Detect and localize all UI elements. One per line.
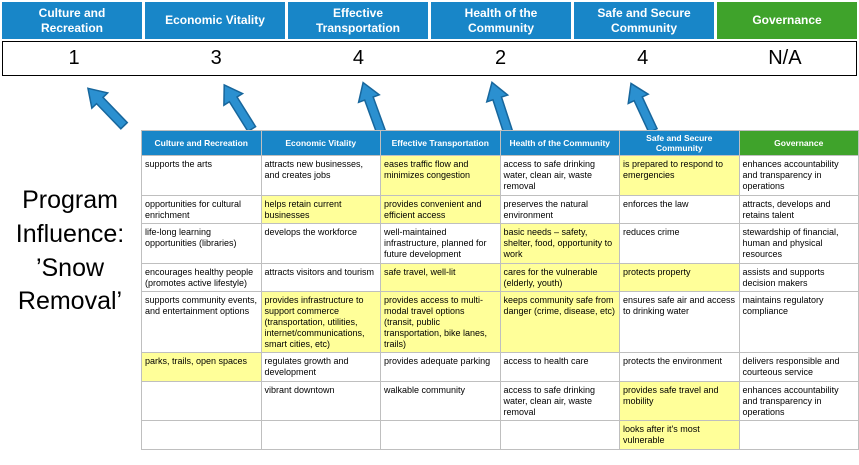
program-title-line: Influence: <box>15 219 125 248</box>
matrix-cell: looks after it's most vulnerable <box>620 421 740 450</box>
matrix-header-1: Economic Vitality <box>261 131 381 157</box>
matrix-cell: maintains regulatory compliance <box>739 292 859 354</box>
score-economic-vitality: 3 <box>210 47 222 69</box>
matrix-cell <box>500 421 620 450</box>
matrix-cell <box>381 421 501 450</box>
score-effective-transportation: 4 <box>352 47 364 69</box>
score-governance: N/A <box>768 47 802 69</box>
pillar-header-row: Culture and Recreation Economic Vitality… <box>2 2 857 39</box>
matrix-cell: keeps community safe from danger (crime,… <box>500 292 620 354</box>
matrix-cell <box>261 421 381 450</box>
matrix-cell: provides safe travel and mobility <box>620 381 740 422</box>
matrix-cell: well-maintained infrastructure, planned … <box>381 224 501 264</box>
matrix-cell: eases traffic flow and minimizes congest… <box>381 156 501 196</box>
matrix-cell: provides infrastructure to support comme… <box>261 292 381 354</box>
matrix-cell: provides convenient and efficient access <box>381 195 501 225</box>
matrix-cell: regulates growth and development <box>261 353 381 382</box>
pillar-header-governance: Governance <box>717 2 857 39</box>
matrix-cell: enhances accountability and transparency… <box>739 156 859 196</box>
matrix-cell: cares for the vulnerable (elderly, youth… <box>500 263 620 293</box>
matrix-cell: supports community events, and entertain… <box>142 292 262 354</box>
matrix-cell: assists and supports decision makers <box>739 263 859 293</box>
matrix-cell: develops the workforce <box>261 224 381 264</box>
influence-arrow-culture <box>86 87 129 130</box>
score-culture-and-recreation: 1 <box>68 47 80 69</box>
matrix-header-4: Safe and Secure Community <box>620 131 740 157</box>
score-health-of-the-community: 2 <box>495 47 507 69</box>
matrix-cell <box>142 381 262 422</box>
program-title-line: Program <box>22 186 118 214</box>
matrix-cell: access to safe drinking water, clean air… <box>500 156 620 196</box>
matrix-cell: vibrant downtown <box>261 381 381 422</box>
pillar-header-culture-and-recreation: Culture and Recreation <box>2 2 142 39</box>
pillar-header-safe-and-secure-community: Safe and Secure Community <box>574 2 714 39</box>
matrix-cell: preserves the natural environment <box>500 195 620 225</box>
matrix-cell: life-long learning opportunities (librar… <box>142 224 262 264</box>
matrix-cell <box>142 421 262 450</box>
matrix-cell: safe travel, well-lit <box>381 263 501 293</box>
matrix-cell: basic needs – safety, shelter, food, opp… <box>500 224 620 264</box>
matrix-cell: access to health care <box>500 353 620 382</box>
program-title: Program Influence: ’Snow Removal’ <box>0 184 140 319</box>
pillar-header-health-of-the-community: Health of the Community <box>431 2 571 39</box>
matrix-cell: walkable community <box>381 381 501 422</box>
matrix-cell: ensures safe air and access to drinking … <box>620 292 740 354</box>
matrix-cell: provides adequate parking <box>381 353 501 382</box>
program-title-line: ’Snow <box>35 253 105 282</box>
matrix-cell: attracts visitors and tourism <box>261 263 381 293</box>
matrix-cell: enforces the law <box>620 195 740 225</box>
score-safe-and-secure-community: 4 <box>637 47 649 69</box>
matrix-cell: encourages healthy people (promotes acti… <box>142 263 262 293</box>
arrow-layer <box>86 80 659 135</box>
pillar-header-effective-transportation: Effective Transportation <box>288 2 428 39</box>
influence-matrix: Culture and Recreation Economic Vitality E… <box>141 130 859 450</box>
matrix-header-5: Governance <box>739 131 859 157</box>
influence-arrow-transportation <box>357 81 387 134</box>
matrix-cell: attracts new businesses, and creates job… <box>261 156 381 196</box>
score-row: 1 3 4 2 4 N/A <box>2 41 857 76</box>
matrix-cell: protects the environment <box>620 353 740 382</box>
matrix-header-0: Culture and Recreation <box>142 131 262 157</box>
matrix-header-3: Health of the Community <box>500 131 620 157</box>
matrix-cell: supports the arts <box>142 156 262 196</box>
matrix-cell: parks, trails, open spaces <box>142 353 262 382</box>
matrix-cell: access to safe drinking water, clean air… <box>500 381 620 422</box>
influence-arrow-economic <box>223 83 257 133</box>
matrix-cell: delivers responsible and courteous servi… <box>739 353 859 382</box>
matrix-cell: enhances accountability and transparency… <box>739 381 859 422</box>
matrix-header-2: Effective Transportation <box>381 131 501 157</box>
matrix-cell: provides access to multi-modal travel op… <box>381 292 501 354</box>
matrix-cell <box>739 421 859 450</box>
program-title-line: Removal’ <box>17 287 123 316</box>
matrix-cell: protects property <box>620 263 740 293</box>
matrix-cell: is prepared to respond to emergencies <box>620 156 740 196</box>
influence-arrow-health <box>485 80 514 135</box>
matrix-cell: reduces crime <box>620 224 740 264</box>
matrix-cell: attracts, develops and retains talent <box>739 195 859 225</box>
matrix-cell: helps retain current businesses <box>261 195 381 225</box>
influence-arrow-safety <box>627 82 659 134</box>
matrix-cell: opportunities for cultural enrichment <box>142 195 262 225</box>
matrix-cell: stewardship of financial, human and phys… <box>739 224 859 264</box>
pillar-header-economic-vitality: Economic Vitality <box>145 2 285 39</box>
